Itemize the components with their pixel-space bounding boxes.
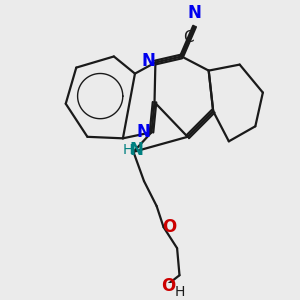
Text: O: O <box>161 277 175 295</box>
Text: N: N <box>137 123 151 141</box>
Text: H: H <box>122 143 133 157</box>
Text: C: C <box>183 30 194 45</box>
Text: N: N <box>142 52 156 70</box>
Text: N: N <box>188 4 202 22</box>
Text: N: N <box>130 141 144 159</box>
Text: O: O <box>162 218 177 236</box>
Text: H: H <box>175 284 185 298</box>
